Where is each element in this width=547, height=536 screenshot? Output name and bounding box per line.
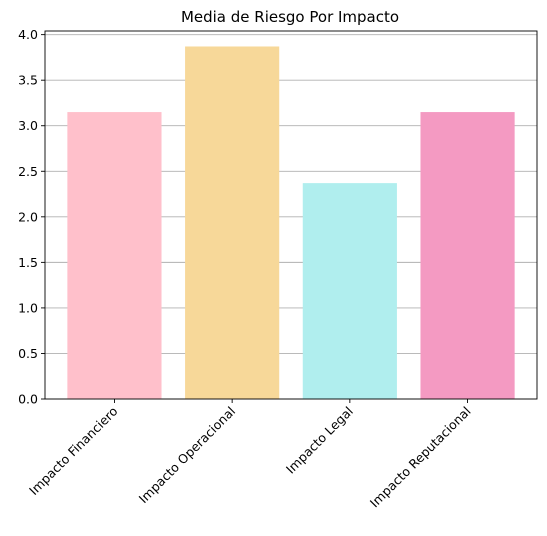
y-axis-ticks: 0.0 0.5 1.0 1.5 2.0 2.5 3.0 3.5 4.0: [18, 27, 45, 407]
y-tick-label: 1.5: [18, 255, 38, 270]
x-tick-label: Impacto Reputacional: [367, 404, 474, 511]
y-tick-label: 2.0: [18, 209, 38, 224]
y-tick-label: 3.0: [18, 118, 38, 133]
y-tick-label: 0.0: [18, 392, 38, 407]
x-tick-label: Impacto Financiero: [26, 404, 121, 499]
bar: [420, 112, 515, 399]
y-tick-label: 0.5: [18, 346, 38, 361]
y-tick-label: 2.5: [18, 164, 38, 179]
bars: [67, 46, 515, 400]
y-tick-label: 1.0: [18, 300, 38, 315]
chart-title: Media de Riesgo Por Impacto: [181, 8, 399, 26]
bar: [185, 46, 280, 400]
bar: [302, 183, 397, 399]
x-tick-label: Impacto Legal: [283, 404, 356, 477]
x-tick-label: Impacto Operacional: [136, 404, 239, 507]
y-tick-label: 4.0: [18, 27, 38, 42]
bar: [67, 112, 162, 399]
y-tick-label: 3.5: [18, 73, 38, 88]
x-axis-ticks: Impacto Financiero Impacto Operacional Imp…: [26, 399, 474, 510]
plot-frame: [44, 30, 538, 400]
